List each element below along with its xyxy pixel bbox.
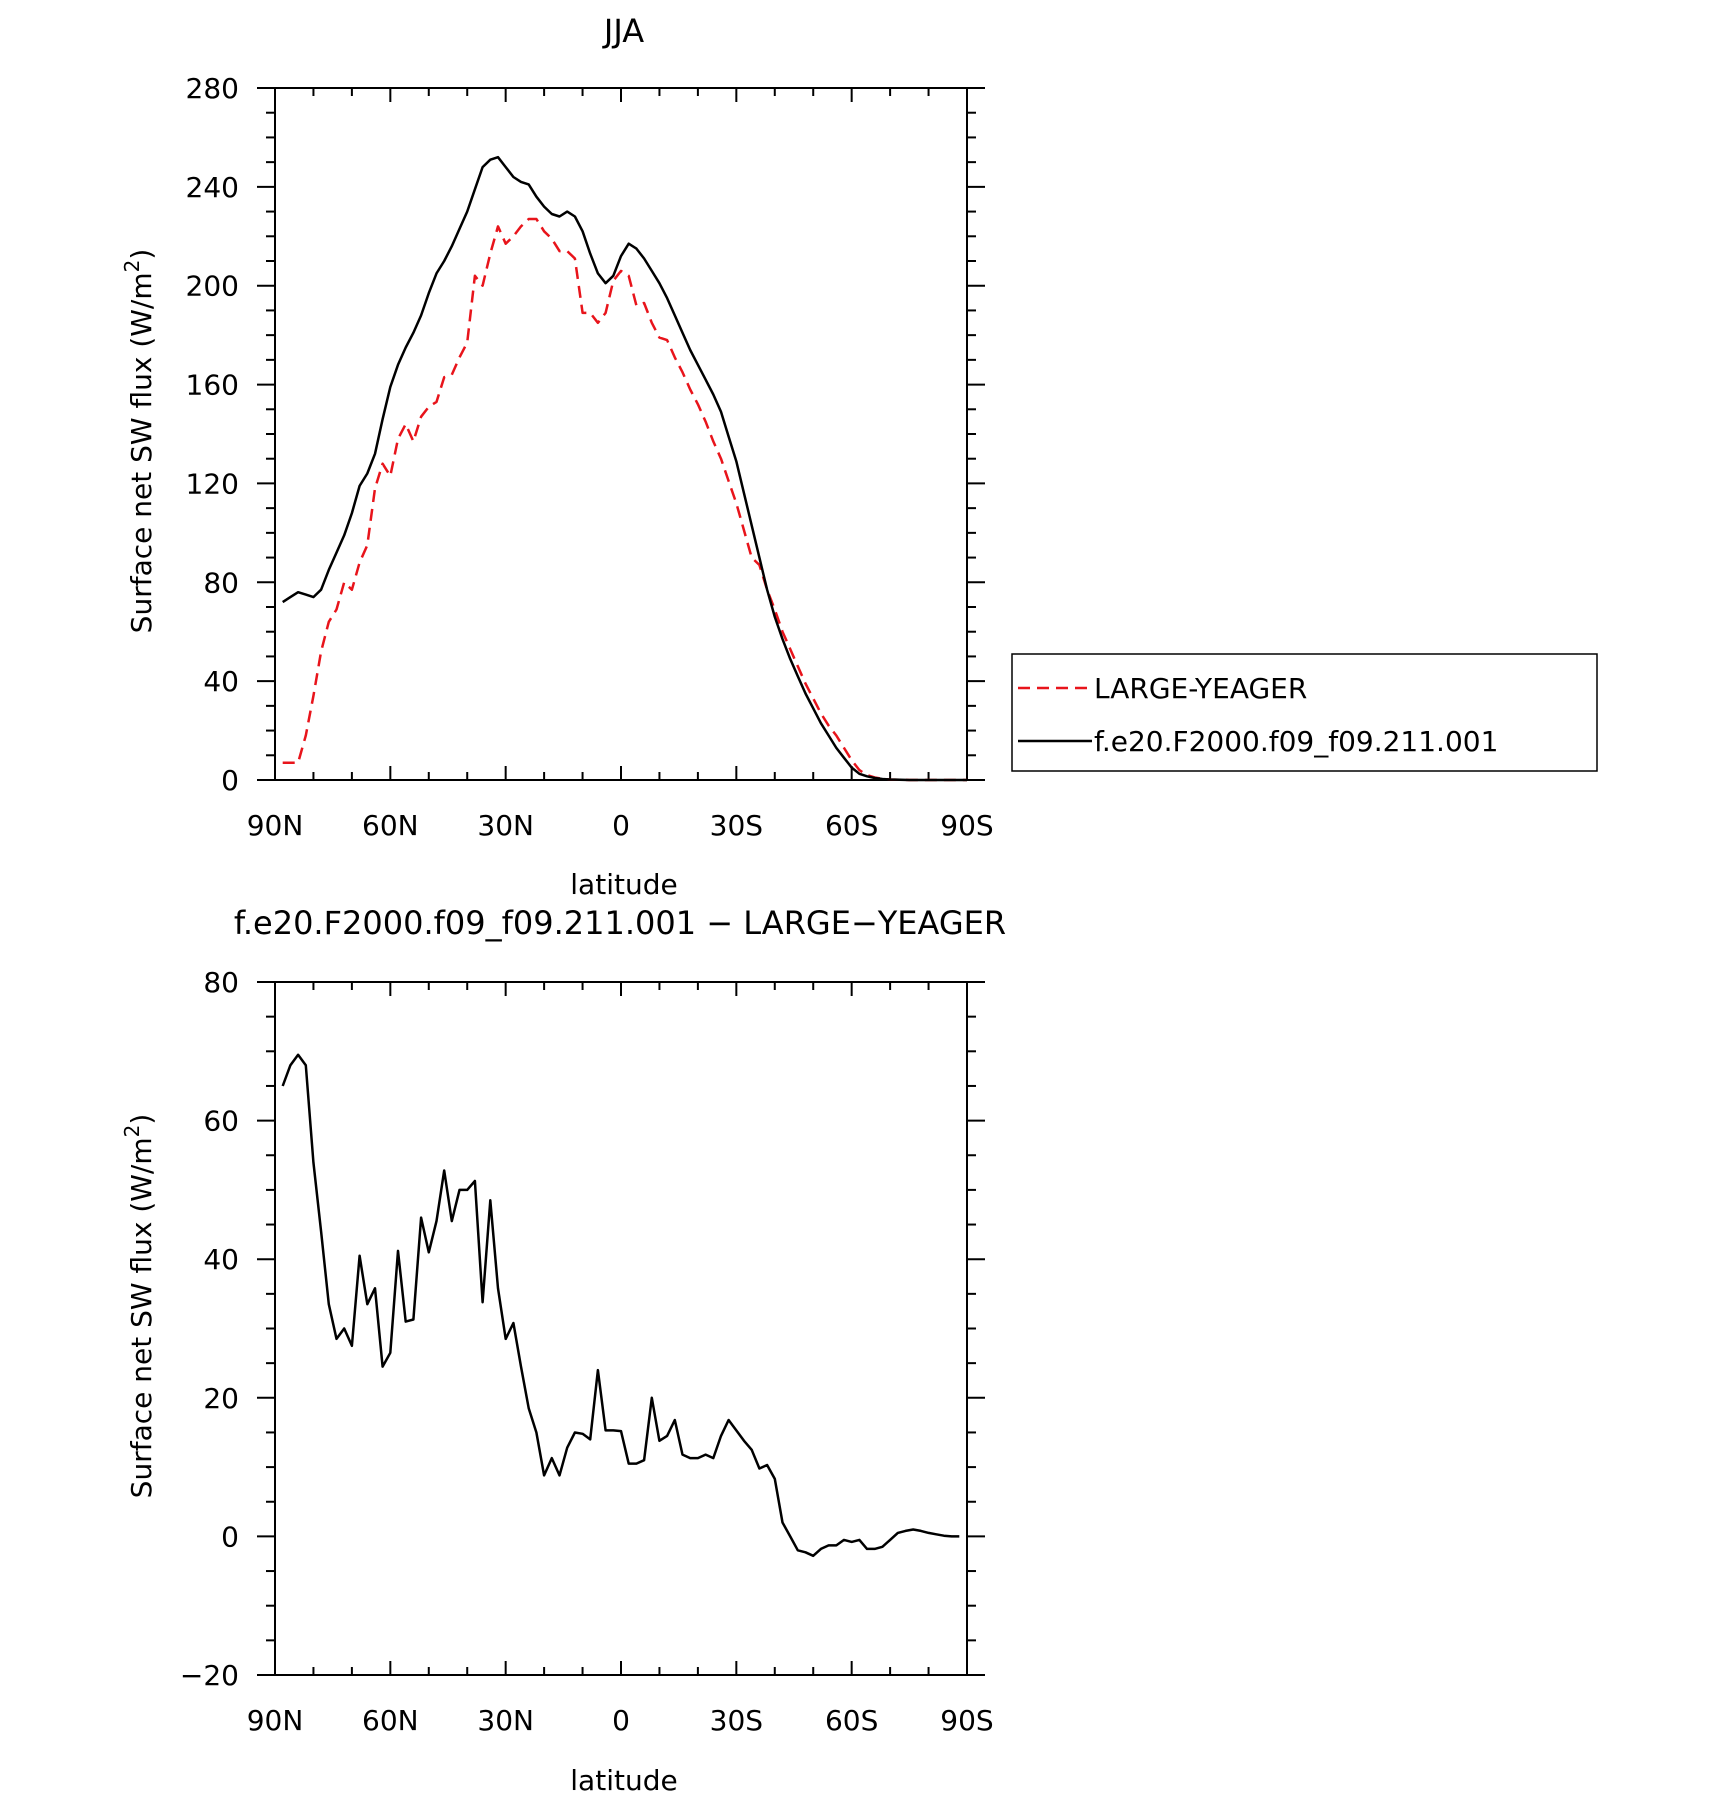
x-tick-label: 90N bbox=[247, 809, 304, 842]
legend-label-model: f.e20.F2000.f09_f09.211.001 bbox=[1094, 725, 1498, 758]
legend-label-large-yeager: LARGE-YEAGER bbox=[1094, 672, 1307, 705]
x-tick-label: 30N bbox=[477, 1704, 534, 1737]
y-tick-label: 280 bbox=[186, 72, 239, 105]
x-tick-label: 60S bbox=[825, 809, 878, 842]
y-axis-label: Surface net SW flux (W/m2) bbox=[120, 249, 158, 634]
x-axis-label: latitude bbox=[570, 1764, 677, 1797]
x-tick-label: 60S bbox=[825, 1704, 878, 1737]
y-tick-label: 200 bbox=[186, 270, 239, 303]
y-tick-label: 40 bbox=[203, 1243, 239, 1276]
x-tick-label: 30S bbox=[710, 1704, 763, 1737]
plot-area: 90N 60N 30N 0 30S 60S 90S 0 40 80 120 160 200 240 280 bbox=[186, 72, 994, 842]
x-tick-label: 90S bbox=[940, 809, 993, 842]
x-tick-label: 90N bbox=[247, 1704, 304, 1737]
y-tick-label: 80 bbox=[203, 566, 239, 599]
plot-area: 90N 60N 30N 0 30S 60S 90S −20 0 20 40 60 80 bbox=[180, 966, 994, 1737]
y-axis-label: Surface net SW flux (W/m2) bbox=[120, 1114, 158, 1499]
y-tick-label: 0 bbox=[221, 764, 239, 797]
y-tick-label: 240 bbox=[186, 171, 239, 204]
chart-title: JJA bbox=[602, 12, 644, 50]
top-chart: JJA 90N 60N 30N 0 30S 60S 90S 0 40 80 120 160 200 240… bbox=[120, 12, 1598, 901]
y-tick-label: 160 bbox=[186, 369, 239, 402]
x-tick-label: 0 bbox=[612, 809, 630, 842]
x-tick-label: 90S bbox=[940, 1704, 993, 1737]
x-tick-label: 30S bbox=[710, 809, 763, 842]
series-line-1 bbox=[282, 155, 967, 782]
bottom-chart: f.e20.F2000.f09_f09.211.001 − LARGE−YEAG… bbox=[120, 904, 1006, 1797]
legend-box bbox=[1011, 653, 1598, 772]
y-tick-label: 80 bbox=[203, 966, 239, 999]
chart-title: f.e20.F2000.f09_f09.211.001 − LARGE−YEAG… bbox=[234, 904, 1006, 942]
x-tick-label: 0 bbox=[612, 1704, 630, 1737]
legend: LARGE-YEAGER f.e20.F2000.f09_f09.211.001 bbox=[1011, 653, 1598, 772]
y-tick-label: −20 bbox=[180, 1659, 239, 1692]
x-tick-label: 30N bbox=[477, 809, 534, 842]
y-tick-label: 0 bbox=[221, 1520, 239, 1553]
x-tick-label: 60N bbox=[362, 809, 419, 842]
series-line-0 bbox=[282, 217, 967, 782]
y-tick-label: 20 bbox=[203, 1382, 239, 1415]
y-tick-label: 40 bbox=[203, 665, 239, 698]
y-tick-label: 60 bbox=[203, 1105, 239, 1138]
y-tick-label: 120 bbox=[186, 467, 239, 500]
series-line-0 bbox=[281, 1053, 960, 1558]
x-tick-label: 60N bbox=[362, 1704, 419, 1737]
x-axis-label: latitude bbox=[570, 868, 677, 901]
